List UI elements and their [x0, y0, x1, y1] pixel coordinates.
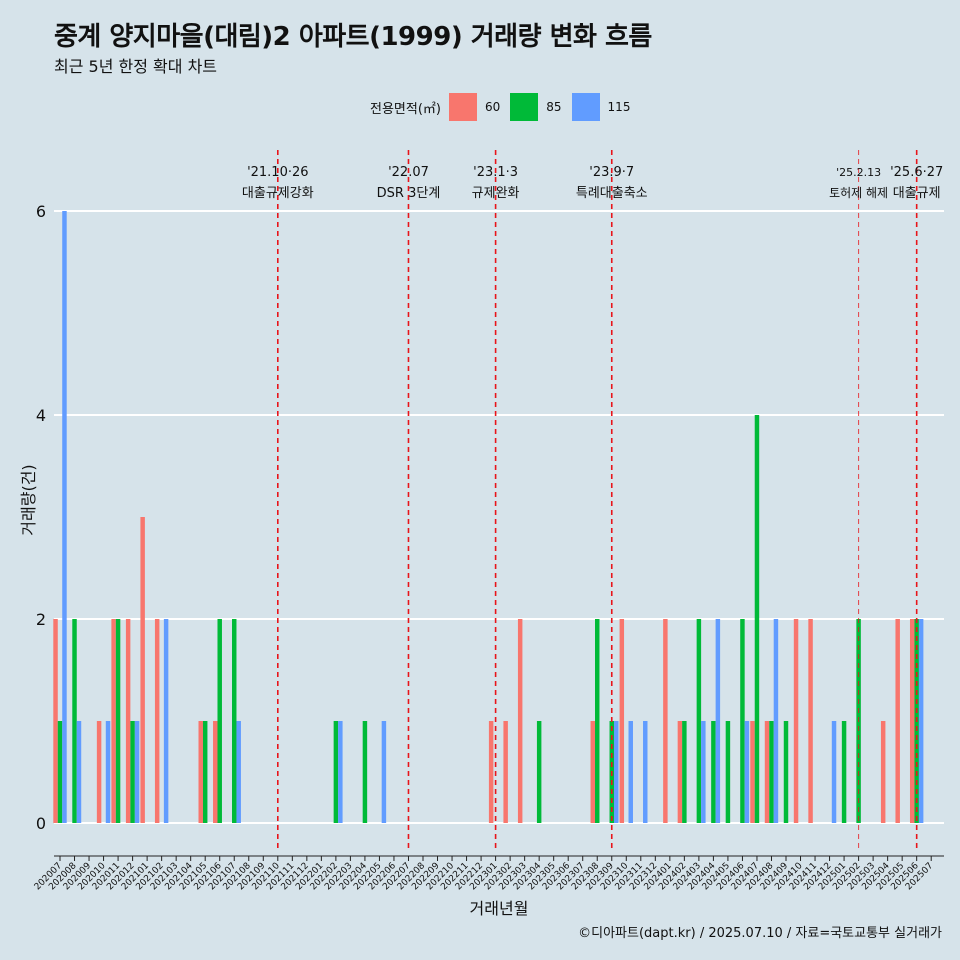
bar-60-202101: [140, 517, 145, 823]
bar-60-202504: [880, 721, 886, 823]
bar-85-202106: [217, 619, 222, 823]
bar-85-202007: [57, 721, 63, 823]
bar-115-202008: [76, 721, 82, 823]
bar-85-202308: [595, 619, 600, 823]
bar-60-202401: [663, 619, 668, 823]
bar-115-202010: [105, 721, 111, 823]
x-axis-title: 거래년월: [470, 899, 529, 918]
bar-85-202012: [130, 721, 135, 823]
event-date-202301: '23.1·3: [473, 165, 518, 180]
event-date-202207: '22.07: [388, 165, 429, 180]
event-date-202309: '23.9·7: [589, 165, 634, 180]
bar-60-202102: [154, 619, 160, 823]
y-tick-label: 4: [36, 406, 46, 425]
bar-60-202506: [909, 619, 915, 823]
legend-title: 전용면적(㎡): [370, 101, 441, 117]
bar-85-202405: [725, 721, 731, 823]
bar-115-202404: [715, 619, 721, 823]
bar-85-202406: [740, 619, 745, 823]
chart-subtitle: 최근 5년 한정 확대 차트: [54, 57, 218, 76]
event-label-202207: DSR 3단계: [377, 186, 441, 201]
bar-115-202107: [236, 721, 241, 823]
legend: 전용면적(㎡) 60 85 115: [370, 93, 640, 121]
bar-60-202411: [808, 619, 813, 823]
y-axis-title: 거래량(건): [19, 464, 38, 535]
bar-60-202012: [125, 619, 131, 823]
bar-115-202202: [338, 721, 343, 823]
bar-85-202501: [841, 721, 847, 823]
legend-swatch-60: [448, 93, 477, 121]
y-tick-label: 6: [36, 202, 46, 221]
event-label-202301: 규제완화: [472, 186, 520, 201]
bar-85-202107: [232, 619, 237, 823]
bar-60-202407: [750, 721, 755, 823]
bar-60-202408: [764, 721, 770, 823]
legend-label-60: 60: [484, 100, 501, 114]
bar-85-202407: [754, 415, 760, 823]
bar-60-202505: [895, 619, 900, 823]
bar-115-202310: [628, 721, 633, 823]
bar-60-202301: [488, 721, 494, 823]
bar-60-202010: [96, 721, 102, 823]
bar-115-202309: [613, 721, 619, 823]
bar-60-202105: [198, 721, 203, 823]
bar-60-202302: [503, 721, 508, 823]
bar-85-202408: [769, 721, 774, 823]
legend-swatch-85: [510, 93, 539, 121]
event-label-202309: 특례대출축소: [576, 186, 648, 201]
event-date-202110: '21.10·26: [247, 165, 308, 180]
bar-60-202011: [111, 619, 116, 823]
legend-item-115: 115: [571, 93, 631, 121]
bar-85-202403: [696, 619, 702, 823]
bar-115-202205: [381, 721, 387, 823]
bar-85-202008: [72, 619, 77, 823]
bar-60-202303: [517, 619, 523, 823]
bar-115-202506: [918, 619, 924, 823]
bar-85-202204: [362, 721, 368, 823]
event-label-202506: 대출규제: [893, 186, 941, 201]
bar-60-202308: [590, 721, 596, 823]
bar-85-202402: [682, 721, 687, 823]
bar-85-202409: [783, 721, 789, 823]
bar-115-202408: [773, 619, 779, 823]
bar-85-202202: [333, 721, 339, 823]
bar-60-202106: [213, 721, 218, 823]
bar-115-202012: [134, 721, 140, 823]
bar-60-202310: [619, 619, 625, 823]
legend-item-85: 85: [510, 93, 562, 121]
bar-115-202403: [701, 721, 706, 823]
bar-85-202304: [536, 721, 542, 823]
bar-60-202007: [53, 619, 58, 823]
source-caption: ©디아파트(dapt.kr) / 2025.07.10 / 자료=국토교통부 실…: [578, 926, 942, 941]
bar-85-202404: [711, 721, 716, 823]
legend-item-60: 60: [448, 93, 501, 121]
event-label-202502: 토허제 해제: [829, 186, 888, 200]
bar-85-202011: [115, 619, 121, 823]
y-tick-label: 2: [36, 610, 46, 629]
event-date-202502: '25.2.13: [836, 166, 881, 179]
chart-title: 중계 양지마을(대림)2 아파트(1999) 거래량 변화 흐름: [54, 22, 652, 52]
legend-label-115: 115: [607, 100, 631, 114]
bar-60-202410: [793, 619, 799, 823]
bar-60-202402: [677, 721, 683, 823]
legend-label-85: 85: [546, 100, 562, 114]
event-label-202110: 대출규제강화: [242, 186, 314, 201]
bar-115-202007: [62, 211, 67, 823]
bar-85-202105: [202, 721, 208, 823]
y-tick-label: 0: [36, 814, 46, 833]
legend-swatch-115: [571, 93, 600, 121]
bar-115-202412: [831, 721, 837, 823]
bar-115-202102: [163, 619, 169, 823]
bar-115-202311: [643, 721, 648, 823]
event-date-202506: '25.6·27: [890, 165, 943, 180]
bar-115-202406: [744, 721, 750, 823]
